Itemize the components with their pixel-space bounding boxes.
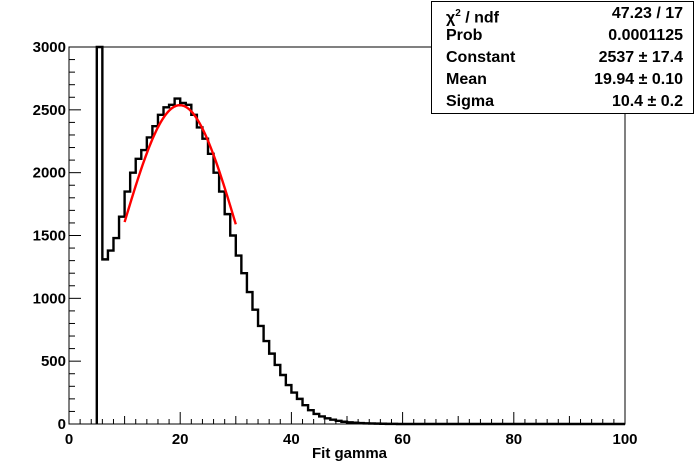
stats-label: χ2 / ndf [446, 8, 499, 27]
histogram-series [95, 45, 625, 426]
x-tick-label: 0 [65, 431, 73, 448]
stats-label: Mean [446, 71, 487, 88]
y-tick-label: 1000 [33, 290, 66, 307]
x-axis-ticks: 0 20 40 60 80 100 [65, 412, 638, 448]
y-tick-label: 0 [58, 416, 66, 433]
x-tick-label: 40 [283, 431, 300, 448]
stats-label: Prob [446, 27, 483, 44]
stats-value: 19.94 ± 0.10 [594, 71, 683, 88]
stats-value: 47.23 / 17 [611, 5, 683, 22]
y-tick-label: 2500 [33, 102, 66, 119]
stats-label: Sigma [446, 93, 495, 110]
stats-row-chi2: χ2 / ndf 47.23 / 17 [446, 3, 683, 27]
stats-label: Constant [446, 49, 516, 66]
stats-value: 10.4 ± 0.2 [611, 93, 683, 110]
y-tick-label: 500 [41, 353, 66, 370]
y-tick-label: 3000 [33, 39, 66, 56]
x-tick-label: 100 [612, 431, 637, 448]
x-tick-label: 60 [394, 431, 411, 448]
y-tick-label: 2000 [33, 165, 66, 182]
y-tick-label: 1500 [33, 228, 66, 245]
stats-row-constant: Constant 2537 ± 17.4 [446, 47, 683, 69]
stats-row-mean: Mean 19.94 ± 0.10 [446, 69, 683, 91]
stats-row-prob: Prob 0.0001125 [446, 25, 683, 47]
fit-stats-box: χ2 / ndf 47.23 / 17 Prob 0.0001125 Const… [431, 1, 694, 114]
x-axis-title: Fit gamma [312, 445, 388, 462]
x-tick-label: 20 [172, 431, 189, 448]
gaussian-fit-curve [123, 103, 237, 225]
y-axis-ticks: 0 500 1000 1500 2000 2500 3000 [33, 39, 81, 433]
stats-row-sigma: Sigma 10.4 ± 0.2 [446, 91, 683, 113]
stats-value: 2537 ± 17.4 [598, 49, 683, 66]
stats-value: 0.0001125 [608, 27, 683, 44]
x-tick-label: 80 [505, 431, 522, 448]
